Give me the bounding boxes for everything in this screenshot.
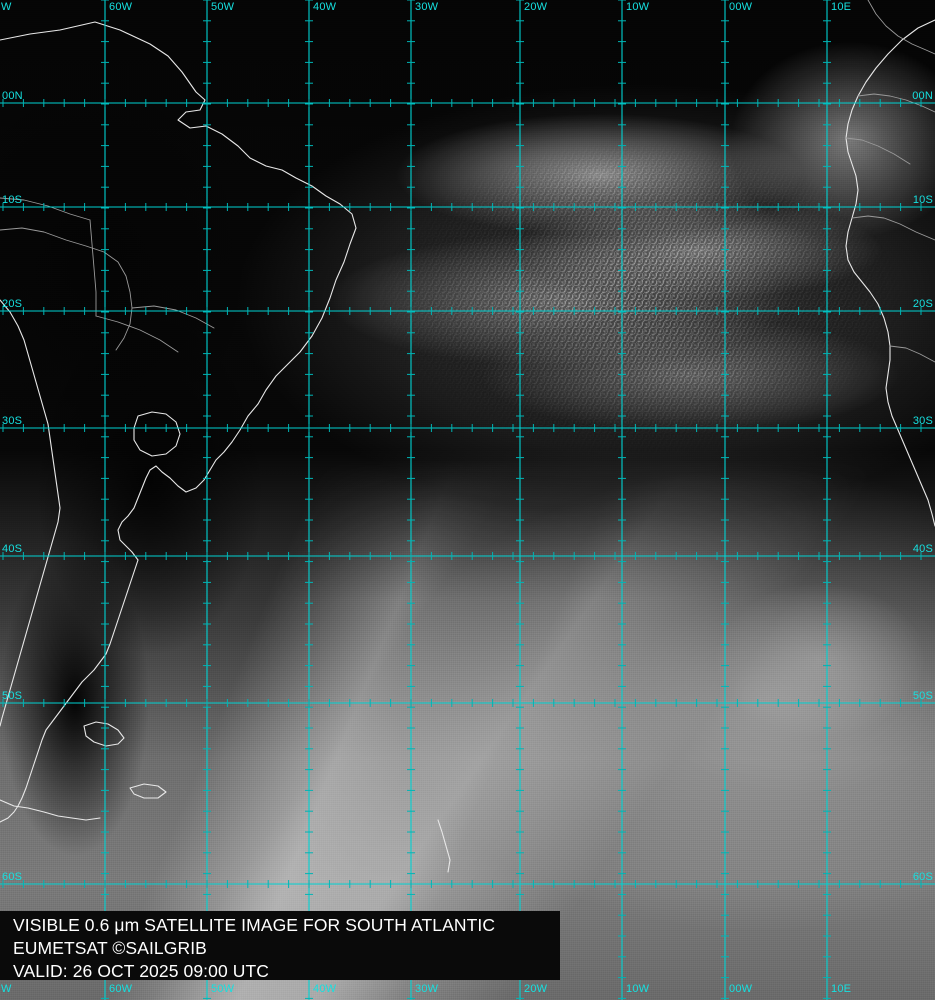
graticule-label: 40S: [912, 543, 933, 555]
graticule-label: 10W: [626, 1, 650, 13]
graticule-label: W: [1, 1, 12, 13]
graticule-label: 40W: [313, 1, 337, 13]
graticule-label: 40W: [313, 983, 337, 995]
graticule-label: 50S: [2, 690, 23, 702]
graticule-label: 20S: [912, 298, 933, 310]
graticule-label: 00N: [912, 90, 933, 102]
graticule-label: 10E: [831, 983, 852, 995]
caption-panel: VISIBLE 0.6 μm SATELLITE IMAGE FOR SOUTH…: [0, 911, 560, 981]
graticule-label: 10E: [831, 1, 852, 13]
graticule-label: 60S: [2, 871, 23, 883]
graticule-label: 00W: [729, 1, 753, 13]
graticule-label: 50S: [912, 690, 933, 702]
graticule-label: W: [1, 983, 12, 995]
graticule-label: 30S: [2, 415, 23, 427]
caption-title: VISIBLE 0.6 μm SATELLITE IMAGE FOR SOUTH…: [13, 915, 496, 935]
graticule-label: 40S: [2, 543, 23, 555]
graticule-label: 30W: [415, 1, 439, 13]
graticule-label: 60W: [109, 1, 133, 13]
graticule-label: 10S: [912, 194, 933, 206]
graticule-label: 20S: [2, 298, 23, 310]
graticule-label: 30W: [415, 983, 439, 995]
graticule-label: 60W: [109, 983, 133, 995]
graticule-label: 00N: [2, 90, 23, 102]
graticule-label: 20W: [524, 983, 548, 995]
graticule-label: 30S: [912, 415, 933, 427]
caption-source: EUMETSAT ©SAILGRIB: [13, 938, 207, 958]
caption-valid: VALID: 26 OCT 2025 09:00 UTC: [13, 961, 270, 981]
graticule-label: 20W: [524, 1, 548, 13]
graticule-label: 50W: [211, 983, 235, 995]
graticule-label: 10S: [2, 194, 23, 206]
graticule-label: 60S: [912, 871, 933, 883]
graticule-label: 10W: [626, 983, 650, 995]
graticule-label: 00W: [729, 983, 753, 995]
graticule-label: 50W: [211, 1, 235, 13]
